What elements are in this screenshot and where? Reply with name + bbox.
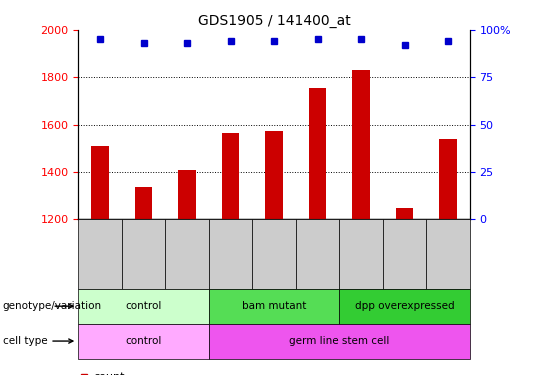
Text: count: count <box>93 372 125 375</box>
Bar <box>122 219 165 289</box>
Text: dpp overexpressed: dpp overexpressed <box>355 301 454 311</box>
Text: control: control <box>125 301 162 311</box>
Bar <box>265 130 283 219</box>
Text: cell type: cell type <box>3 336 73 346</box>
Bar <box>78 219 122 289</box>
Bar <box>352 70 370 219</box>
Bar <box>339 219 383 289</box>
Bar <box>309 88 326 219</box>
Bar <box>165 219 209 289</box>
Bar <box>78 324 209 358</box>
Text: bam mutant: bam mutant <box>242 301 306 311</box>
Bar <box>222 133 239 219</box>
Bar <box>209 324 470 358</box>
Bar <box>296 219 339 289</box>
Bar <box>396 207 413 219</box>
Bar <box>426 219 470 289</box>
Bar <box>178 170 195 219</box>
Text: genotype/variation: genotype/variation <box>3 301 102 311</box>
Title: GDS1905 / 141400_at: GDS1905 / 141400_at <box>198 13 350 28</box>
Bar <box>91 146 109 219</box>
Bar <box>78 289 209 324</box>
Bar <box>339 289 470 324</box>
Bar <box>383 219 426 289</box>
Bar <box>209 219 252 289</box>
Bar <box>252 219 296 289</box>
Text: control: control <box>125 336 162 346</box>
Bar <box>209 289 339 324</box>
Text: germ line stem cell: germ line stem cell <box>289 336 389 346</box>
Bar <box>440 139 457 219</box>
Bar <box>135 188 152 219</box>
